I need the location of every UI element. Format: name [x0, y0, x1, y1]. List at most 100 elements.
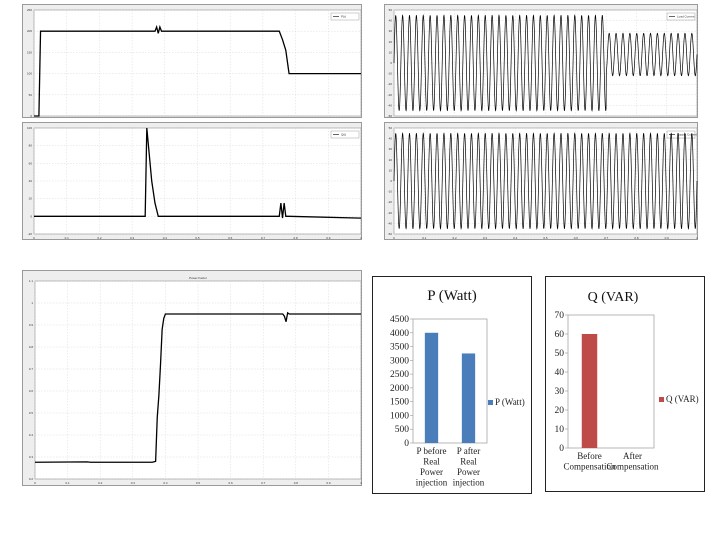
series-line-0 — [34, 24, 361, 117]
chart-title: Q (VAR) — [588, 290, 639, 305]
q-var-chart: Q (VAR)010203040506070BeforeCompensation… — [555, 290, 699, 472]
x-tick-label: 0.7 — [261, 236, 266, 240]
y-tick-label: -40 — [388, 221, 393, 225]
y-tick-label: 200 — [27, 29, 32, 33]
y-tick-label: 0 — [30, 214, 32, 218]
y-tick-label: 0.4 — [29, 433, 34, 437]
y-tick-label: 4000 — [390, 329, 409, 339]
y-tick-label: -10 — [388, 72, 393, 76]
y-tick-label: 0 — [559, 444, 564, 454]
series-line-3 — [393, 132, 698, 230]
y-tick-label: 40 — [555, 368, 565, 378]
category-label: Power — [420, 467, 443, 477]
category-label: P before — [417, 446, 447, 456]
y-tick-label: -30 — [388, 211, 393, 215]
category-label: Compensation — [607, 462, 659, 472]
load-current-plot: -50 -40 -30 -20 -10 0 10 20 30 40 50 Load Current — [388, 8, 698, 118]
y-tick-label: 0.8 — [29, 345, 34, 349]
y-tick-label: 1000 — [390, 411, 409, 421]
y-tick-label: 2000 — [390, 384, 409, 394]
x-tick-label: 0.3 — [483, 236, 488, 240]
y-tick-label: 150 — [27, 50, 32, 54]
x-tick-label: 0.6 — [228, 236, 233, 240]
y-tick-label: 0 — [404, 439, 409, 449]
category-label: After — [623, 451, 642, 461]
y-tick-label: 0.7 — [29, 367, 34, 371]
x-tick-label: 0.2 — [98, 481, 103, 485]
y-tick-label: 70 — [555, 311, 565, 321]
x-tick-label: 0.5 — [196, 481, 201, 485]
legend-label: Load Current — [677, 15, 695, 19]
y-tick-label: 0 — [30, 114, 32, 118]
y-tick-label: 10 — [555, 425, 565, 435]
legend-box — [666, 12, 696, 21]
x-tick-label: 0.8 — [294, 481, 299, 485]
y-tick-label: 0.2 — [29, 477, 34, 481]
power-factor-plot: 0.2 0.3 0.4 0.5 0.6 0.7 0.8 0.9 1 1.1 0 0.1 0.2 0.3 0.… — [29, 276, 362, 485]
q-var-chart-frame: Q (VAR) 0 10 20 30 40 50 60 70 Before Compensation… — [545, 276, 705, 492]
x-tick-label: 1 — [696, 236, 698, 240]
x-tick-label: 0.6 — [574, 236, 579, 240]
y-tick-label: 1500 — [390, 398, 409, 408]
y-tick-label: 100 — [27, 72, 32, 76]
power-factor-scope: 0.2 0.3 0.4 0.5 0.6 0.7 0.8 0.9 1 1.1 0 0.1 0.2 0.3 0.… — [22, 270, 362, 486]
y-tick-label: 20 — [389, 40, 393, 44]
legend-box — [330, 12, 360, 21]
y-tick-label: -40 — [388, 103, 393, 107]
y-tick-label: 20 — [555, 406, 565, 416]
category-label: Real — [460, 457, 477, 467]
chart-title: P (Watt) — [427, 288, 476, 304]
y-tick-label: 20 — [29, 197, 33, 201]
category-label: injection — [453, 478, 485, 488]
y-tick-label: 50 — [389, 8, 393, 12]
category-label: Before — [577, 451, 602, 461]
y-tick-label: 60 — [555, 330, 565, 340]
x-tick-label: 0.5 — [543, 236, 548, 240]
legend-box — [330, 130, 360, 139]
x-tick-label: 0.9 — [326, 236, 331, 240]
x-tick-label: 0.3 — [131, 481, 136, 485]
y-tick-label: 3500 — [390, 343, 409, 353]
x-tick-label: 0.6 — [229, 481, 234, 485]
y-tick-label: 1.1 — [29, 279, 34, 283]
y-tick-label: 30 — [389, 147, 393, 151]
y-tick-label: 10 — [389, 50, 393, 54]
x-tick-label: 0.1 — [422, 236, 427, 240]
y-tick-label: 0.3 — [29, 455, 34, 459]
y-tick-label: 30 — [389, 29, 393, 33]
load-current-scope: -50 -40 -30 -20 -10 0 10 20 30 40 50 Load Current — [384, 4, 698, 118]
y-tick-label: 0.5 — [29, 411, 34, 415]
y-tick-label: 250 — [27, 8, 32, 12]
category-label: Compensation — [564, 462, 616, 472]
legend-label: Q(t) — [341, 133, 346, 137]
x-tick-label: 0.4 — [163, 236, 168, 240]
p-watt-chart-frame: P (Watt) 0 500 1000 1500 2000 2500 3000 3500 4000… — [372, 276, 532, 494]
y-tick-label: 50 — [29, 93, 33, 97]
legend-label: P (Watt) — [495, 397, 525, 407]
category-label: Real — [423, 457, 440, 467]
y-tick-label: 40 — [389, 19, 393, 23]
reactive-power-scope: -20 0 20 40 60 80 100 0 0.1 0.2 0.3 0.4 0.5 0.6 0.7 0.8… — [22, 122, 362, 240]
x-tick-label: 0.1 — [65, 236, 70, 240]
y-tick-label: -30 — [388, 93, 393, 97]
series-line-4 — [34, 311, 361, 463]
y-tick-label: 2500 — [390, 370, 409, 380]
x-tick-label: 0 — [33, 236, 35, 240]
supply-current-plot: -50 -40 -30 -20 -10 0 10 20 30 40 50 0 0.1 0.2 0.3 0.4 0… — [388, 126, 699, 240]
legend-box — [666, 130, 696, 139]
y-tick-label: 0.9 — [29, 323, 34, 327]
x-tick-label: 0.2 — [97, 236, 102, 240]
x-tick-label: 0.4 — [163, 481, 168, 485]
y-tick-label: 500 — [395, 425, 410, 435]
plot-area — [567, 314, 655, 449]
legend-swatch — [659, 397, 664, 402]
p-watt-chart: P (Watt) 0 500 1000 1500 2000 2500 3000 3500 4000… — [390, 288, 525, 488]
y-tick-label: -50 — [388, 232, 393, 236]
active-power-plot: 0 50 100 150 200 250 P(t) — [27, 8, 362, 118]
bar-2 — [461, 353, 476, 443]
y-tick-label: 30 — [555, 387, 565, 397]
y-tick-label: 4500 — [390, 315, 409, 325]
x-tick-label: 0.4 — [513, 236, 518, 240]
y-tick-label: 1 — [31, 301, 33, 305]
